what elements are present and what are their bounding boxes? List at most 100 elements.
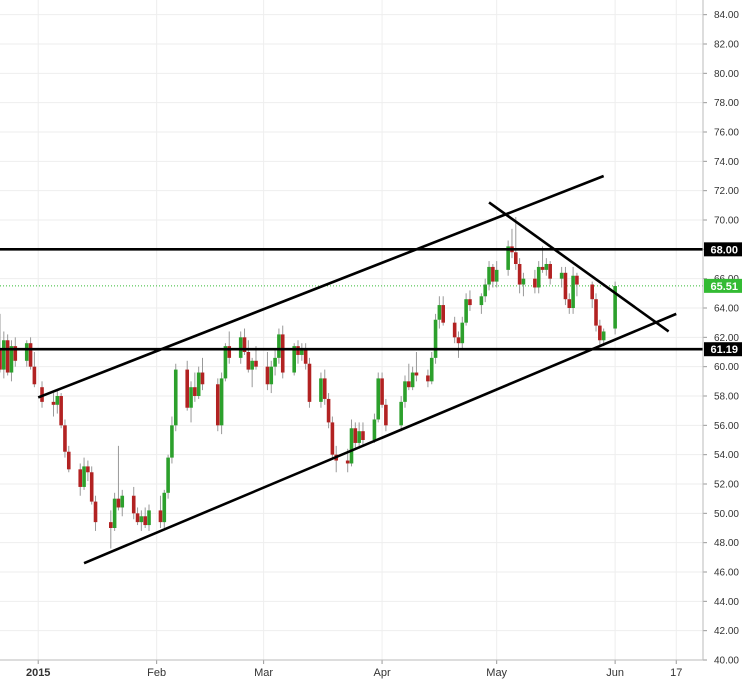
level-label: 61.19: [710, 344, 738, 356]
candle-down: [517, 264, 522, 285]
y-tick-label: 42.00: [714, 626, 739, 637]
candle-down: [59, 396, 63, 426]
candle-down: [567, 299, 572, 308]
candle-down: [533, 278, 537, 288]
candle-up: [189, 387, 193, 408]
candle-down: [227, 346, 232, 358]
candle-down: [456, 337, 461, 344]
x-tick-label: Jun: [606, 667, 624, 679]
y-tick-label: 60.00: [714, 362, 739, 373]
current-price-label-bg: [704, 278, 742, 293]
y-tick-label: 62.00: [714, 333, 739, 344]
candle-down: [0, 349, 2, 370]
grid-lines: [0, 0, 703, 661]
candle-up: [166, 457, 170, 493]
candle-up: [9, 346, 14, 373]
candle-down: [265, 366, 270, 385]
candle-down: [594, 299, 598, 326]
candle-down: [51, 401, 56, 405]
candle-down: [345, 460, 350, 464]
candle-up: [162, 492, 167, 523]
y-tick-label: 74.00: [714, 157, 739, 168]
candle-down: [353, 428, 358, 443]
candle-up: [173, 369, 178, 426]
y-tick-label: 64.00: [714, 304, 739, 315]
candle-up: [410, 372, 415, 388]
candle-down: [303, 349, 308, 364]
candle-up: [464, 299, 468, 323]
trendline: [83, 312, 677, 565]
candle-up: [479, 296, 484, 306]
candle-up: [487, 266, 491, 285]
y-tick-label: 58.00: [714, 392, 739, 403]
candle-up: [250, 360, 254, 370]
candle-up: [273, 357, 277, 367]
x-tick-label: 2015: [26, 667, 50, 679]
candle-down: [66, 451, 71, 470]
y-tick-label: 48.00: [714, 538, 739, 549]
candle-down: [78, 469, 83, 487]
candle-up: [300, 349, 304, 355]
y-tick-label: 46.00: [714, 568, 739, 579]
candle-down: [384, 404, 388, 426]
candle-up: [460, 322, 465, 344]
candle-up: [277, 334, 281, 358]
candle-up: [292, 346, 296, 373]
candle-down: [548, 264, 552, 279]
y-tick-label: 84.00: [714, 10, 739, 21]
candle-down: [5, 340, 10, 373]
candle-up: [372, 419, 377, 440]
candle-down: [13, 346, 18, 361]
candle-up: [319, 378, 323, 402]
candle-down: [143, 516, 147, 526]
candle-up: [2, 340, 6, 370]
y-tick-label: 76.00: [714, 128, 739, 139]
candle-up: [120, 495, 125, 508]
candle-down: [407, 381, 411, 388]
candle-up: [55, 396, 60, 405]
candle-up: [536, 266, 541, 288]
x-tick-label: 17: [670, 667, 682, 679]
y-tick-label: 50.00: [714, 509, 739, 520]
x-tick-label: Feb: [147, 667, 166, 679]
candle-down: [215, 384, 220, 426]
candle-down: [32, 366, 37, 385]
y-tick-label: 40.00: [714, 656, 739, 667]
candle-down: [491, 266, 495, 282]
candle-up: [521, 278, 526, 285]
candle-down: [108, 522, 113, 528]
candle-down: [380, 378, 384, 405]
y-tick-label: 70.00: [714, 216, 739, 227]
level-label-bg: [704, 242, 742, 257]
candle-down: [441, 305, 445, 323]
candle-down: [40, 387, 44, 402]
y-tick-label: 72.00: [714, 186, 739, 197]
candle-down: [296, 346, 300, 355]
current-price-label: 65.51: [710, 281, 738, 293]
candle-up: [196, 372, 201, 396]
candle-down: [131, 495, 136, 514]
trendline: [488, 201, 670, 333]
candle-down: [326, 398, 331, 423]
trendlines: [0, 174, 703, 565]
trendline: [37, 174, 605, 399]
candle-down: [322, 378, 327, 399]
candle-down: [598, 325, 602, 341]
candle-up: [601, 331, 606, 341]
y-tick-label: 82.00: [714, 40, 739, 51]
candle-down: [590, 284, 595, 300]
candle-up: [433, 319, 438, 358]
candle-up: [559, 272, 564, 279]
candle-down: [185, 369, 190, 408]
candle-down: [426, 375, 430, 382]
x-tick-label: Mar: [254, 667, 273, 679]
y-tick-label: 44.00: [714, 597, 739, 608]
candle-down: [513, 252, 518, 264]
candle-down: [280, 334, 285, 373]
x-tick-label: Apr: [374, 667, 391, 679]
candle-up: [506, 246, 510, 270]
candle-down: [452, 322, 457, 338]
y-tick-label: 80.00: [714, 69, 739, 80]
